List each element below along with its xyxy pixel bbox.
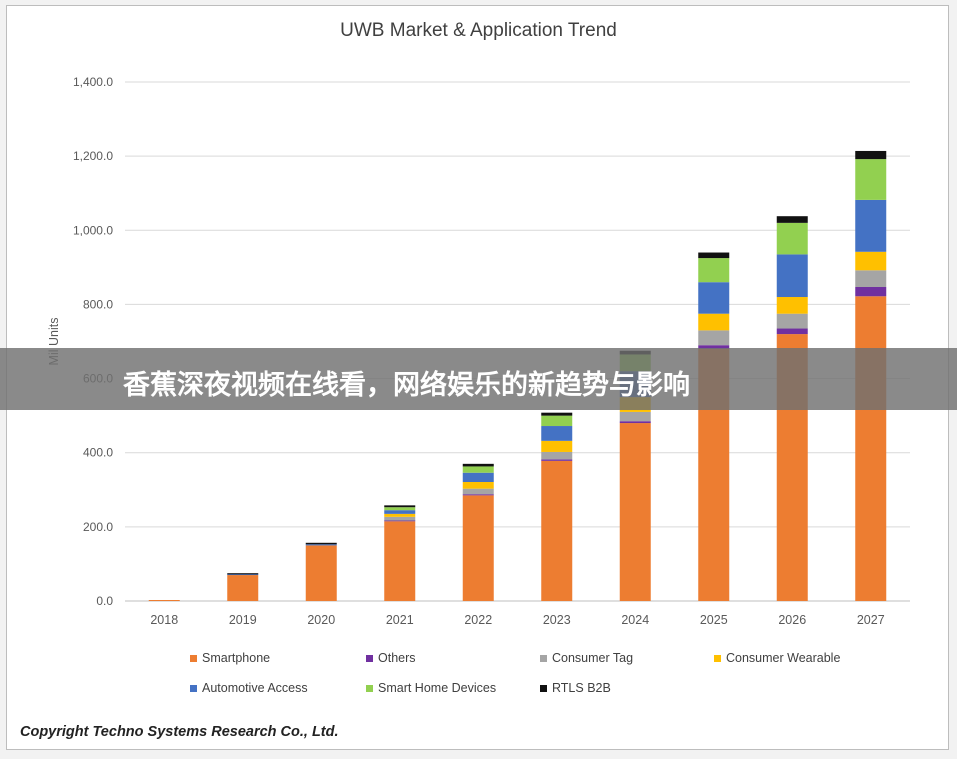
bar-segment (855, 287, 887, 297)
bar-segment (227, 573, 259, 575)
bar-segment (384, 516, 416, 521)
bar-segment (462, 488, 494, 495)
bar-segment (776, 216, 808, 223)
bar-segment (698, 282, 730, 314)
x-tick-label: 2018 (150, 613, 178, 627)
bar-segment (462, 495, 494, 601)
bar-segment (855, 159, 887, 200)
bar-segment (227, 574, 259, 576)
bar-segment (776, 328, 808, 335)
bar-segment (619, 423, 651, 601)
bar-segment (776, 297, 808, 314)
bar-segment (619, 411, 651, 422)
bar-segment (384, 513, 416, 517)
bar-segment (855, 270, 887, 288)
bar-segment (462, 482, 494, 489)
bar-segment (384, 510, 416, 514)
bar-segment (384, 520, 416, 522)
x-tick-label: 2019 (229, 613, 257, 627)
bar-segment (541, 451, 573, 460)
bar-segment (619, 421, 651, 424)
bar-segment (855, 199, 887, 252)
chart-title: UWB Market & Application Trend (340, 20, 617, 41)
x-tick-label: 2020 (307, 613, 335, 627)
bar-segment (384, 505, 416, 508)
bar-segment (855, 296, 887, 601)
bar-segment (776, 222, 808, 255)
bar-segment (541, 440, 573, 452)
x-tick-label: 2025 (700, 613, 728, 627)
x-tick-label: 2023 (543, 613, 571, 627)
bar-segment (698, 258, 730, 283)
bar-segment (776, 313, 808, 329)
bar-segment (148, 600, 180, 601)
bar-segment (855, 150, 887, 160)
title-banner: 香蕉深夜视频在线看，网络娱乐的新趋势与影响 (0, 348, 957, 410)
bar-segment (305, 544, 337, 546)
y-tick-label: 0.0 (96, 594, 113, 608)
x-tick-label: 2022 (464, 613, 492, 627)
banner-text: 香蕉深夜视频在线看，网络娱乐的新趋势与影响 (123, 370, 690, 401)
bar-segment (541, 415, 573, 427)
bar-segment (698, 313, 730, 331)
bar-segment (855, 251, 887, 271)
y-tick-label: 1,200.0 (73, 149, 113, 163)
bar-segment (462, 463, 494, 467)
copyright-text: Copyright Techno Systems Research Co., L… (20, 724, 339, 740)
x-tick-label: 2026 (778, 613, 806, 627)
y-tick-label: 1,000.0 (73, 223, 113, 237)
bar-segment (541, 412, 573, 416)
x-tick-label: 2027 (857, 613, 885, 627)
x-tick-label: 2021 (386, 613, 414, 627)
bar-segment (541, 459, 573, 461)
y-tick-label: 400.0 (83, 446, 113, 460)
y-tick-label: 1,400.0 (73, 75, 113, 89)
bar-segment (698, 345, 730, 349)
x-tick-label: 2024 (621, 613, 649, 627)
bar-segment (384, 521, 416, 601)
bar-segment (698, 330, 730, 346)
bar-segment (698, 252, 730, 259)
bar-segment (305, 542, 337, 545)
bar-segment (541, 460, 573, 601)
bar-segment (462, 466, 494, 473)
bar-segment (541, 426, 573, 441)
y-tick-label: 800.0 (83, 297, 113, 311)
bar-segment (384, 507, 416, 511)
y-tick-label: 200.0 (83, 520, 113, 534)
bar-segment (227, 575, 259, 601)
bar-segment (462, 472, 494, 483)
bar-segment (305, 545, 337, 601)
bar-segment (462, 494, 494, 496)
bar-segment (776, 254, 808, 298)
